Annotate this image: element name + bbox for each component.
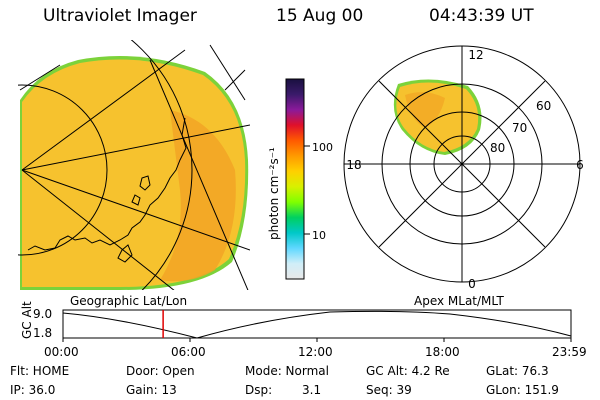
status-door: Door: Open [126,364,195,378]
altitude-xtick-1800: 18:00 [425,345,460,359]
altitude-xtick-2359: 23:59 [552,345,587,359]
status-dsp-value: 3.1 [302,383,322,397]
polar-plot: 12 18 6 0 60 70 80 [343,45,584,291]
date-label: 15 Aug 00 [276,6,364,26]
colorbar-tick-100: 100 [312,141,333,154]
altitude-plot-frame [62,309,572,339]
colorbar [285,78,305,280]
geographic-grid [18,40,250,290]
status-seq: Seq: 39 [366,383,412,397]
colorbar-unit-label: photon cm⁻²s⁻¹ [267,147,281,240]
mlt-label-12: 12 [468,48,483,62]
mlt-label-0: 0 [468,277,476,291]
apex-label: Apex MLat/MLT [414,294,504,308]
altitude-xtick-1200: 12:00 [298,345,333,359]
colorbar-ticks [304,145,310,235]
status-ip: IP: 36.0 [10,383,56,397]
time-label: 04:43:39 UT [429,6,534,26]
altitude-xtick-0000: 00:00 [44,345,79,359]
polar-grid [343,45,581,283]
status-glat: GLat: 76.3 [486,364,549,378]
status-gc-alt: GC Alt: 4.2 Re [366,364,450,378]
geographic-image [18,40,250,290]
geographic-label: Geographic Lat/Lon [70,294,188,308]
instrument-title: Ultraviolet Imager [43,6,197,26]
altitude-ticks [62,338,572,342]
lat-label-80: 80 [490,141,505,155]
mlt-label-18: 18 [346,158,361,172]
coastline [27,117,187,263]
mlt-label-6: 6 [576,158,584,172]
status-mode: Mode: Normal [245,364,329,378]
status-glon: GLon: 151.9 [486,383,559,397]
status-gain: Gain: 13 [126,383,177,397]
altitude-ymin: 1.8 [33,326,53,340]
altitude-ymax: 9.0 [33,307,53,321]
altitude-curve [62,310,572,339]
colorbar-tick-10: 10 [312,229,326,242]
altitude-ylabel: GC Alt [20,301,34,339]
status-flt: Flt: HOME [10,364,70,378]
polar-aurora [396,82,479,152]
lat-label-60: 60 [536,99,551,113]
altitude-xtick-0600: 06:00 [171,345,206,359]
altitude-plot [62,309,572,342]
status-dsp-label: Dsp: [245,383,273,397]
lat-label-70: 70 [512,121,527,135]
